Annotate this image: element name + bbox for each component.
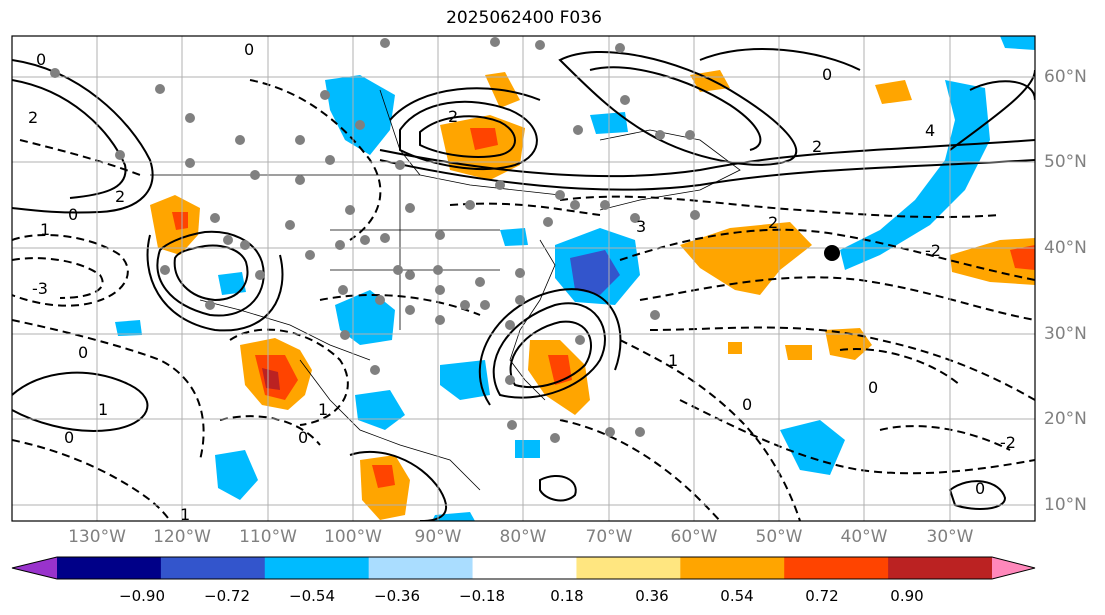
colorbar-segment: [264, 557, 370, 579]
contour-label: 0: [78, 343, 88, 362]
colorbar-tick-label: −0.72: [204, 587, 250, 605]
negative-region: [570, 250, 620, 295]
negative-region: [440, 360, 490, 400]
shaded-negative-regions: [115, 36, 1035, 521]
lon-label: 100°W: [324, 527, 382, 547]
colorbar-segment: [160, 557, 266, 579]
lon-label: 130°W: [68, 527, 126, 547]
lon-label: 60°W: [670, 527, 718, 547]
positive-region: [470, 128, 498, 150]
negative-region: [500, 228, 528, 246]
colorbar-tick-label: 0.54: [720, 587, 754, 605]
negative-region: [432, 512, 475, 521]
station-dots: [50, 37, 700, 443]
colorbar-segment: [472, 557, 577, 579]
positive-region: [372, 465, 395, 488]
contour-label: 0: [975, 479, 985, 498]
positive-region: [172, 212, 188, 230]
positive-region: [785, 345, 812, 360]
colorbar-tick-label: 0.18: [550, 587, 584, 605]
contour-label: 4: [925, 121, 935, 140]
lon-label: 120°W: [153, 527, 211, 547]
contour-label: 1: [98, 400, 108, 419]
lat-label: 10°N: [1044, 495, 1087, 515]
contour-label: 1: [318, 400, 328, 419]
positive-region: [728, 342, 742, 354]
contour-label: 0: [298, 428, 308, 447]
colorbar-outline: [11, 556, 1036, 580]
negative-region: [355, 390, 405, 430]
colorbar-tick-label: −0.90: [119, 587, 165, 605]
contour-label: 0: [36, 50, 46, 69]
positive-region: [875, 80, 912, 104]
lat-label: 20°N: [1044, 409, 1087, 429]
negative-region: [115, 320, 142, 336]
colorbar-segments: [12, 557, 1035, 579]
contour-label: 2: [115, 187, 125, 206]
negative-region: [325, 75, 395, 155]
point-marker: [824, 245, 840, 261]
map-frame: [11, 35, 1036, 522]
borders: [150, 89, 741, 491]
contour-label: 1: [668, 351, 678, 370]
colorbar-segment: [576, 557, 681, 579]
solid-contours: [12, 48, 1035, 521]
contour-label: 2: [28, 108, 38, 127]
colorbar-segment: [784, 557, 889, 579]
contour-label: 0: [244, 40, 254, 59]
positive-region: [262, 368, 280, 390]
contour-label: 0: [868, 378, 878, 397]
lon-label: 90°W: [414, 527, 462, 547]
colorbar-tick-label: 0.90: [890, 587, 924, 605]
contour-label: 0: [64, 428, 74, 447]
contour-label: 2: [812, 137, 822, 156]
colorbar-segment: [680, 557, 785, 579]
graticule: [12, 36, 1035, 521]
contour-label: 2: [768, 213, 778, 232]
map-title: 2025062400 F036: [446, 8, 602, 28]
colorbar-segment: [57, 557, 162, 579]
contour-label: 0: [68, 205, 78, 224]
lat-label: 50°N: [1044, 152, 1087, 172]
colorbar-tick-label: −0.36: [374, 587, 420, 605]
colorbar-segment: [368, 557, 474, 579]
contour-label: 1: [40, 220, 50, 239]
contour-label: 0: [822, 65, 832, 84]
colorbar-extend-high: [992, 557, 1035, 579]
lon-label: 80°W: [499, 527, 547, 547]
negative-region: [218, 272, 246, 295]
contour-label: 0: [742, 395, 752, 414]
colorbar-segment: [888, 557, 993, 579]
lon-label: 70°W: [585, 527, 633, 547]
negative-region: [215, 450, 258, 500]
lon-label: 110°W: [239, 527, 297, 547]
contour-label: -2: [1000, 433, 1016, 452]
contour-label: 2: [448, 107, 458, 126]
colorbar-tick-label: 0.72: [805, 587, 839, 605]
lon-label: 40°W: [840, 527, 888, 547]
negative-region: [840, 80, 990, 270]
shaded-positive-regions: [150, 70, 1035, 520]
contour-label: -3: [32, 279, 48, 298]
negative-region: [515, 440, 540, 458]
positive-region: [360, 455, 410, 520]
lat-label: 30°N: [1044, 324, 1087, 344]
colorbar-tick-label: 0.36: [635, 587, 669, 605]
lat-label: 40°N: [1044, 238, 1087, 258]
contour-value-labels: 1 -3 2 0 1 0 0 2 1 0 2 3 -2 0 0 1 0 4 0 …: [28, 40, 1016, 524]
negative-region: [1000, 36, 1035, 50]
contour-label: 3: [636, 217, 646, 236]
positive-region: [1010, 245, 1035, 270]
lon-label: 50°W: [755, 527, 803, 547]
contour-label: 1: [180, 505, 190, 524]
contour-label: -2: [925, 241, 941, 260]
colorbar-tick-label: −0.54: [289, 587, 335, 605]
colorbar-extend-low: [12, 557, 57, 579]
negative-region: [780, 420, 845, 475]
lon-label: 30°W: [926, 527, 974, 547]
colorbar-tick-label: −0.18: [459, 587, 505, 605]
lat-label: 60°N: [1044, 67, 1087, 87]
